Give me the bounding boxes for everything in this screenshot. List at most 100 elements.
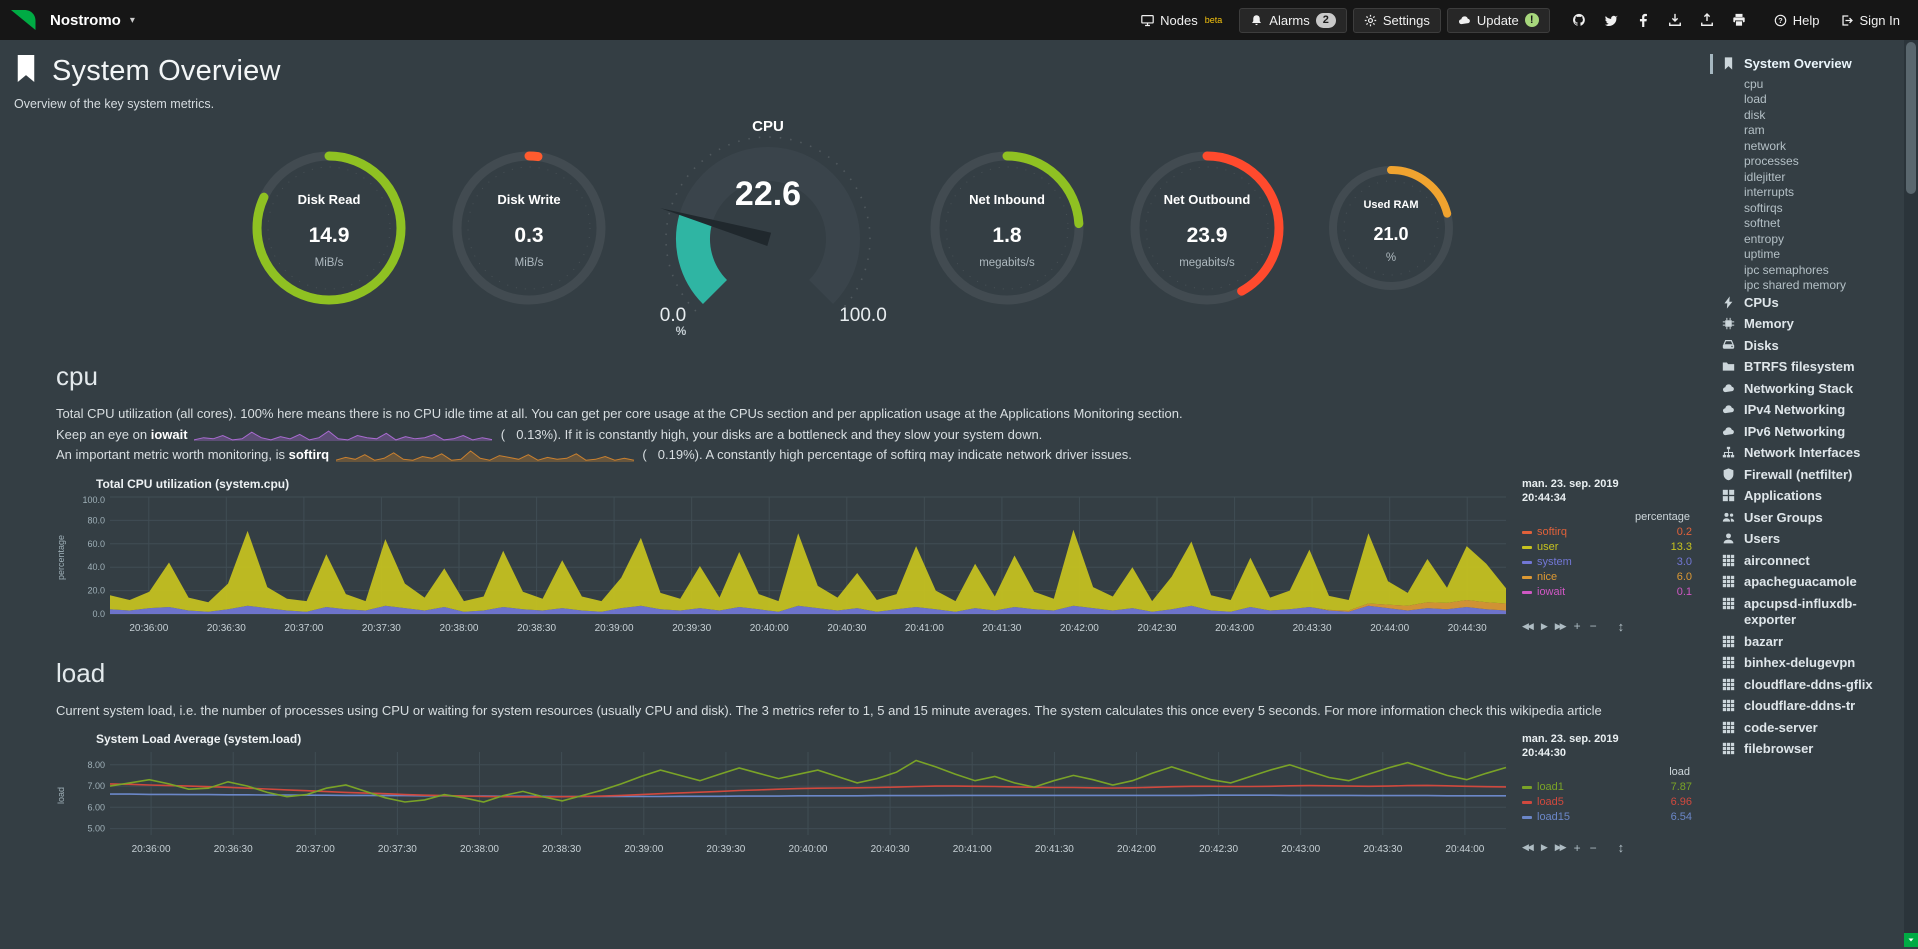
legend-item-softirq[interactable]: softirq 0.2 — [1522, 525, 1692, 540]
sidebar-item-disk[interactable]: disk — [1722, 108, 1900, 122]
sidebar-item-users[interactable]: Users — [1722, 531, 1900, 548]
sidebar-item-ram[interactable]: ram — [1722, 124, 1900, 137]
sidebar-item-cpus[interactable]: CPUs — [1722, 295, 1900, 312]
facebook-link[interactable] — [1629, 10, 1657, 30]
alarms-button[interactable]: Alarms 2 — [1239, 7, 1347, 33]
sidebar-item-processes[interactable]: processes — [1722, 155, 1900, 168]
gauge-net-inbound[interactable]: Net Inbound 1.8 megabits/s — [921, 142, 1093, 319]
zoom-in-button[interactable]: + — [1573, 619, 1581, 633]
sidebar-item-apcupsd-influxdb-exporter[interactable]: apcupsd-influxdb-exporter — [1722, 596, 1900, 629]
legend-item-load15[interactable]: load15 6.54 — [1522, 810, 1692, 825]
svg-text:0.3: 0.3 — [514, 224, 543, 247]
load-chart-canvas[interactable]: 20:36:00 20:36:30 20:37:00 20:37:30 20:38:00… — [70, 749, 1510, 859]
sidebar-item-uptime[interactable]: uptime — [1722, 248, 1900, 261]
backward-button[interactable]: ◀◀ — [1522, 620, 1534, 631]
play-button[interactable]: ▶ — [1540, 620, 1548, 631]
svg-text:22.6: 22.6 — [735, 175, 801, 213]
sidebar-item-applications[interactable]: Applications — [1722, 488, 1900, 505]
gauge-disk-write[interactable]: Disk Write 0.3 MiB/s — [443, 142, 615, 319]
sidebar-item-label: softirqs — [1744, 200, 1783, 215]
sidebar-item-user-groups[interactable]: User Groups — [1722, 510, 1900, 527]
legend-item-iowait[interactable]: iowait 0.1 — [1522, 585, 1692, 600]
svg-text:20:37:30: 20:37:30 — [362, 623, 401, 634]
sidebar-item-ipv4-networking[interactable]: IPv4 Networking — [1722, 402, 1900, 419]
svg-text:20:43:00: 20:43:00 — [1215, 623, 1254, 634]
sidebar-item-softnet[interactable]: softnet — [1722, 217, 1900, 230]
sidebar-item-interrupts[interactable]: interrupts — [1722, 186, 1900, 199]
download-link[interactable] — [1661, 10, 1689, 30]
resize-button[interactable]: ↕ — [1617, 618, 1625, 634]
sidebar-item-code-server[interactable]: code-server — [1722, 720, 1900, 737]
sidebar-item-network-interfaces[interactable]: Network Interfaces — [1722, 445, 1900, 462]
gauge-disk-read[interactable]: Disk Read 14.9 MiB/s — [243, 142, 415, 319]
forward-button[interactable]: ▶▶ — [1554, 620, 1567, 631]
resize-button[interactable]: ↕ — [1617, 840, 1625, 855]
sidebar-item-idlejitter[interactable]: idlejitter — [1722, 170, 1900, 184]
sidebar-item-filebrowser[interactable]: filebrowser — [1722, 741, 1900, 758]
cpu-description-line3: An important metric worth monitoring, is… — [56, 445, 1690, 465]
sidebar-item-airconnect[interactable]: airconnect — [1722, 553, 1900, 570]
legend-item-load1[interactable]: load1 7.87 — [1522, 780, 1692, 795]
github-link[interactable] — [1565, 10, 1593, 30]
section-heading-cpu: cpu — [56, 361, 98, 391]
sidebar-item-firewall-netfilter[interactable]: Firewall (netfilter) — [1722, 467, 1900, 484]
sidebar-item-cpu[interactable]: cpu — [1722, 77, 1900, 91]
cpu-chart-canvas[interactable]: 20:36:00 20:36:30 20:37:00 20:37:30 20:38:00… — [70, 494, 1510, 638]
scrollbar-thumb[interactable] — [1906, 42, 1916, 194]
sidebar-item-label: User Groups — [1744, 509, 1823, 525]
legend-item-load5[interactable]: load5 6.96 — [1522, 795, 1692, 810]
page-scrollbar[interactable] — [1904, 40, 1918, 947]
sidebar-item-softirqs[interactable]: softirqs — [1722, 200, 1900, 215]
sidebar-item-label: ipc shared memory — [1744, 278, 1847, 292]
signin-button[interactable]: Sign In — [1835, 13, 1906, 28]
settings-button[interactable]: Settings — [1352, 7, 1441, 33]
sidebar-item-binhex-delugevpn[interactable]: binhex-delugevpn — [1722, 655, 1900, 672]
sidebar-item-cloudflare-ddns-tr[interactable]: cloudflare-ddns-tr — [1722, 698, 1900, 715]
sidebar-item-ipc-shared-memory[interactable]: ipc shared memory — [1722, 279, 1900, 292]
sidebar-item-apacheguacamole[interactable]: apacheguacamole — [1722, 574, 1900, 591]
sidebar-item-entropy[interactable]: entropy — [1722, 232, 1900, 246]
sidebar-item-disks[interactable]: Disks — [1722, 338, 1900, 355]
sidebar-item-label: Disks — [1744, 337, 1779, 353]
update-button[interactable]: Update! — [1446, 7, 1550, 33]
node-selector[interactable]: Nostromo ▾ — [0, 7, 135, 33]
wikipedia-link[interactable]: wikipedia article — [1510, 702, 1602, 718]
forward-button[interactable]: ▶▶ — [1554, 842, 1567, 852]
zoom-in-button[interactable]: + — [1573, 840, 1581, 855]
sidebar-item-ipv6-networking[interactable]: IPv6 Networking — [1722, 424, 1900, 441]
sidebar-item-btrfs-filesystem[interactable]: BTRFS filesystem — [1722, 359, 1900, 376]
nodes-button[interactable]: Nodes beta — [1130, 8, 1233, 33]
sidebar-item-network[interactable]: network — [1722, 139, 1900, 153]
gauge-net-outbound[interactable]: Net Outbound 23.9 megabits/s — [1121, 142, 1293, 319]
sidebar-item-label: IPv4 Networking — [1744, 402, 1846, 417]
play-button[interactable]: ▶ — [1540, 842, 1548, 852]
legend-item-nice[interactable]: nice 6.0 — [1522, 570, 1692, 585]
zoom-out-button[interactable]: − — [1589, 840, 1597, 855]
gauge-used-ram[interactable]: Used RAM 21.0% — [1321, 158, 1461, 303]
zoom-out-button[interactable]: − — [1589, 619, 1597, 633]
chart-title: Total CPU utilization (system.cpu) — [96, 476, 290, 491]
gauge-cpu[interactable]: CPU 22.6 0.0 100.0% — [643, 118, 893, 342]
svg-text:20:42:00: 20:42:00 — [1117, 844, 1156, 855]
github-icon — [1572, 13, 1586, 27]
sidebar-item-system-overview[interactable]: System Overview — [1710, 54, 1900, 74]
upload-link[interactable] — [1693, 10, 1721, 30]
sidebar-item-load[interactable]: load — [1722, 93, 1900, 106]
backward-button[interactable]: ◀◀ — [1522, 842, 1534, 852]
twitter-link[interactable] — [1597, 10, 1625, 30]
sidebar-item-label: code-server — [1744, 719, 1818, 735]
nodes-label: Nodes — [1160, 12, 1198, 28]
chart-toolbar: ◀◀ ▶ ▶▶ + − ↕ — [1522, 835, 1692, 859]
sidebar-item-bazarr[interactable]: bazarr — [1722, 634, 1900, 651]
chart-legend: man. 23. sep. 2019 20:44:34 percentage soft… — [1510, 477, 1692, 638]
sidebar-item-cloudflare-ddns-gflix[interactable]: cloudflare-ddns-gflix — [1722, 677, 1900, 694]
legend-item-system[interactable]: system 3.0 — [1522, 555, 1692, 570]
legend-item-user[interactable]: user 13.3 — [1522, 540, 1692, 555]
sidebar-item-networking-stack[interactable]: Networking Stack — [1722, 381, 1900, 398]
sidebar-item-ipc-semaphores[interactable]: ipc semaphores — [1722, 263, 1900, 277]
help-button[interactable]: ? Help — [1768, 13, 1826, 28]
sidebar-expand-button[interactable] — [1904, 933, 1918, 947]
sidebar-item-memory[interactable]: Memory — [1722, 316, 1900, 333]
legend-unit-header: percentage — [1634, 510, 1690, 523]
print-link[interactable] — [1725, 10, 1753, 30]
